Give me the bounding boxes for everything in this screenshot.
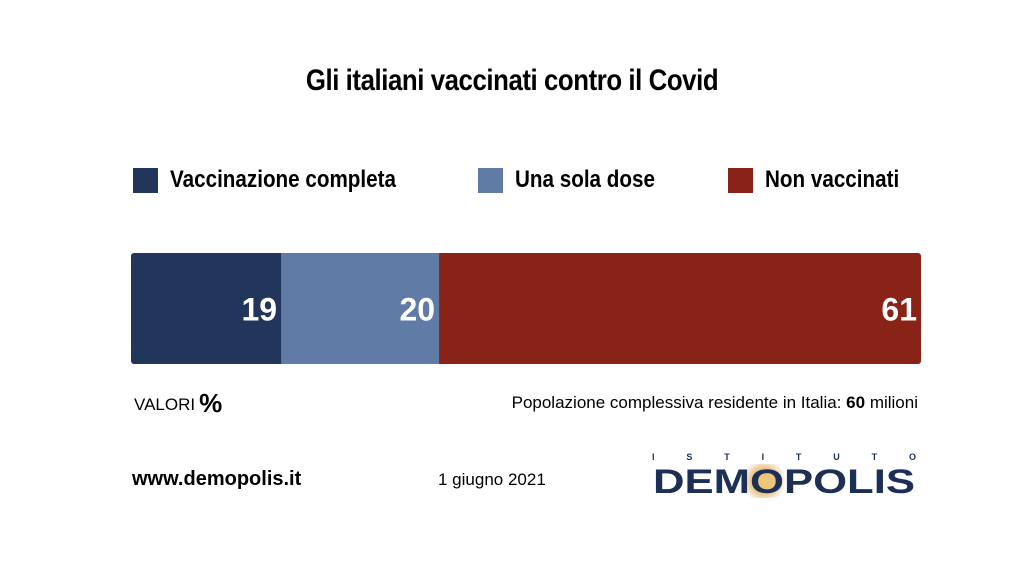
logo-letter: S: [686, 452, 693, 462]
valori-note: VALORI%: [134, 388, 222, 419]
logo-word-text: DEMOPOLIS: [653, 464, 915, 498]
legend-label-una-sola-dose: Una sola dose: [515, 166, 655, 193]
legend-item-una-sola-dose: Una sola dose: [478, 166, 678, 194]
logo-wordmark: DEMOPOLIS: [653, 464, 915, 498]
population-value: 60: [846, 393, 866, 412]
logo-letter: O: [908, 452, 916, 462]
legend-label-non-vaccinati: Non vaccinati: [765, 166, 900, 193]
publication-date: 1 giugno 2021: [438, 470, 546, 489]
logo-glow: [742, 464, 786, 498]
legend-item-vaccinazione-completa: Vaccinazione completa: [133, 166, 433, 194]
logo-letter: U: [833, 452, 840, 462]
website-link[interactable]: www.demopolis.it: [132, 468, 302, 490]
legend-swatch-non-vaccinati: [728, 167, 753, 193]
data-label-una-sola-dose: 20: [400, 292, 436, 328]
chart-title: Gli italiani vaccinati contro il Covid: [305, 64, 719, 97]
population-unit: milioni: [869, 393, 918, 412]
bar-segment-una-sola-dose: [281, 253, 440, 364]
logo-letter: T: [871, 452, 878, 462]
legend-swatch-vaccinazione-completa: [133, 167, 158, 193]
legend-item-non-vaccinati: Non vaccinati: [728, 166, 921, 194]
data-label-vaccinazione-completa: 19: [242, 292, 278, 328]
logo-letter: I: [652, 452, 655, 462]
logo-letter: T: [795, 452, 802, 462]
legend-label-vaccinazione-completa: Vaccinazione completa: [170, 166, 396, 193]
population-text: Popolazione complessiva residente in Ita…: [511, 393, 842, 412]
valori-unit: %: [199, 388, 223, 418]
bar-segment-non-vaccinati: [439, 253, 921, 364]
valori-label: VALORI: [134, 395, 196, 414]
logo-letter: T: [724, 452, 730, 462]
data-label-non-vaccinati: 61: [881, 292, 917, 328]
legend-swatch-una-sola-dose: [478, 167, 503, 193]
demopolis-logo: I S T I T U T O DEMOPOLIS: [652, 452, 916, 504]
population-note: Popolazione complessiva residente in Ita…: [512, 393, 918, 413]
logo-letter: I: [761, 452, 765, 462]
bar-segment-vaccinazione-completa: [131, 253, 282, 364]
